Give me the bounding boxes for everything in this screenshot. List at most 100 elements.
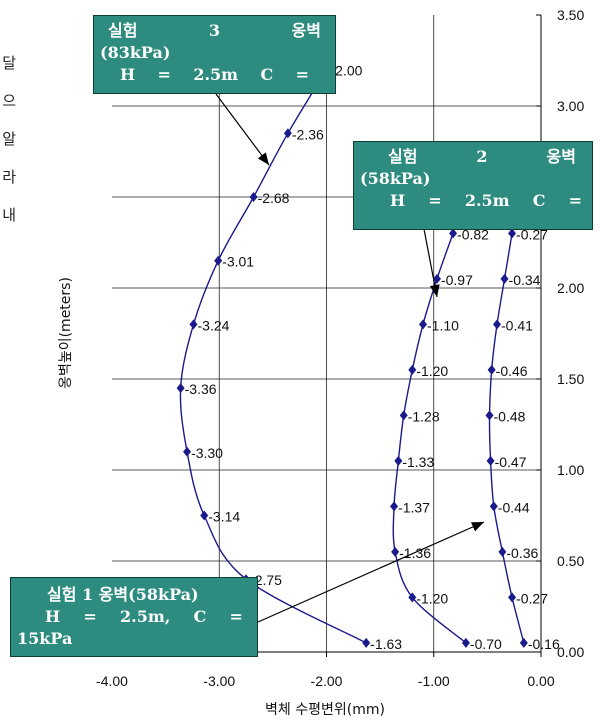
data-point [519,637,528,648]
data-label: -0.70 [470,636,502,652]
callout-test3-param: = [157,65,171,84]
y-tick-label: 1.00 [557,462,584,478]
series-line [392,233,467,644]
data-label: -0.97 [441,272,473,288]
series-lines [179,69,525,644]
callout-arrowhead [257,152,269,165]
data-label: -0.47 [495,454,527,470]
data-label: -2.00 [331,63,363,79]
data-point [394,455,403,466]
callout-arrows [215,93,485,623]
callout-test3-title-word: 옹벽 [291,21,321,40]
callout-test1-param: = [229,607,243,626]
data-point [214,255,223,266]
callout-test1-param: C [193,607,207,626]
y-tick-label: 0.00 [557,644,584,660]
callout-test3-pressure: (83kPa) [100,43,171,62]
series-line [179,69,367,644]
callout-test2-title-word: 실험 [388,147,418,166]
data-point [176,383,185,394]
data-point [408,592,417,603]
data-label: -3.30 [191,445,223,461]
data-point [508,228,517,239]
data-point [449,228,458,239]
callout-arrow [257,521,485,623]
data-point [391,546,400,557]
data-point [408,364,417,375]
callout-test3: 실험 3 옹벽 (83kPa) H = 2.5m C = [93,15,336,94]
callout-test1-param: H [45,607,61,626]
data-point [461,637,470,648]
data-label: -0.27 [516,590,548,606]
data-point [189,319,198,330]
callout-test2-title-word: 옹벽 [546,147,576,166]
data-point [249,192,258,202]
callout-test1: 실험 1 옹벽(58kPa) H = 2.5m, C = 15kPa [10,577,258,657]
callout-arrowhead [429,284,440,297]
callout-arrowhead [471,522,484,532]
side-char: 라 [2,168,16,186]
data-point [486,455,495,466]
callout-test2-param: H [390,191,406,210]
data-label: -0.36 [506,545,538,561]
x-axis-title: 벽체 수평변위(mm) [265,702,385,718]
side-char: 으 [2,92,16,110]
callout-test2-param: 2.5m [464,191,510,210]
data-label: -1.10 [427,317,459,333]
data-label: -2.75 [250,572,282,588]
data-label: -0.48 [494,408,526,424]
data-point [489,501,498,512]
callout-test3-param: C [260,65,274,84]
data-point [362,637,371,648]
callout-arrow [215,93,270,166]
data-point [500,273,509,284]
x-tick-label: -3.00 [203,673,235,689]
y-axis-title: 옹벽높이(meters) [58,277,74,389]
y-tick-label: 3.00 [557,98,584,114]
data-point [399,410,408,421]
data-label: -0.27 [516,226,548,242]
series-line [488,233,525,644]
callout-test3-param: H [120,65,136,84]
data-point [485,410,494,421]
callout-test3-param: = [295,65,309,84]
grid [112,15,541,652]
y-tick-label: 1.50 [557,371,584,387]
data-label: -1.20 [416,363,448,379]
data-label: -1.37 [398,499,430,515]
data-label: -1.33 [402,454,434,470]
data-label: -2.68 [258,190,290,206]
x-tick-label: -2.00 [311,673,343,689]
data-point [487,364,496,375]
data-label: -3.14 [208,509,240,525]
callout-test2-title-number: 2 [476,147,488,166]
data-label: -1.63 [370,636,402,652]
data-label: -1.28 [408,408,440,424]
data-label: -0.34 [509,272,541,288]
data-point [498,546,507,557]
x-tick-label: -1.00 [418,673,450,689]
data-label: -0.82 [457,226,489,242]
callout-test2-pressure: (58kPa) [360,169,431,188]
data-label: -3.24 [198,317,230,333]
data-point [493,319,502,330]
callout-test2-param: C [532,191,546,210]
side-char: 알 [2,130,16,148]
y-tick-label: 0.50 [557,553,584,569]
data-point [419,319,428,330]
y-tick-label: 3.50 [557,7,584,23]
data-label: -0.46 [496,363,528,379]
data-point [183,446,192,457]
callout-test2-param: = [428,191,442,210]
data-point [200,510,209,521]
series-points [176,64,528,648]
callout-test1-param: 2.5m, [120,607,171,626]
side-char: 달 [2,54,16,72]
data-point [508,592,517,603]
side-paragraph-fragment: 달 으 알 라 내 [0,0,18,230]
callout-test1-extra: 15kPa [17,629,73,648]
data-label: -3.36 [185,381,217,397]
callout-test3-title-number: 3 [208,21,221,40]
side-char: 내 [2,206,16,224]
